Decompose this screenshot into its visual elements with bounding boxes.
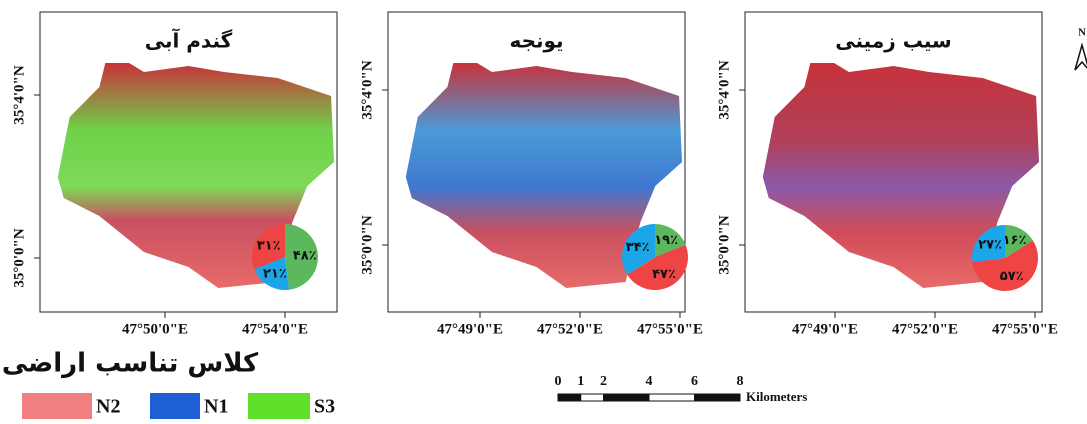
pie-label: ۳۱٪ — [257, 238, 281, 253]
pie-label: ۱۶٪ — [1003, 233, 1027, 248]
lon-label: 47°54'0"E — [242, 321, 308, 337]
scale-tick-label: 6 — [691, 374, 698, 389]
legend-title: کلاس تناسب اراضی — [2, 349, 259, 379]
lat-label: 35°4'0"N — [11, 65, 27, 124]
legend-swatch — [150, 393, 200, 419]
lat-label: 35°0'0"N — [11, 228, 27, 287]
pie-label: ۱۹٪ — [654, 233, 678, 248]
scale-segment — [558, 394, 581, 401]
map-figure: N گندم آبی 35°4'0"N 35°0'0"N 47°50'0"E 47°54'… — [0, 0, 1087, 419]
lon-label: 47°50'0"E — [122, 321, 188, 337]
lat-label: 35°4'0"N — [359, 60, 375, 119]
lon-label: 47°55'0"E — [637, 321, 703, 337]
pie-label: ۵۷٪ — [1000, 269, 1024, 284]
scale-tick-label: 1 — [577, 374, 584, 389]
lon-label: 47°52'0"E — [537, 321, 603, 337]
legend-swatch — [22, 393, 92, 419]
scale-tick-label: 8 — [737, 374, 744, 389]
lat-label: 35°0'0"N — [359, 215, 375, 274]
scale-tick-label: 0 — [555, 374, 562, 389]
pie-label: ۴۸٪ — [293, 248, 317, 263]
lon-label: 47°52'0"E — [892, 321, 958, 337]
scale-unit: Kilometers — [746, 389, 807, 404]
scale-tick-label: 4 — [646, 374, 653, 389]
pie-label: ۴۷٪ — [652, 267, 676, 282]
north-label: N — [1078, 27, 1086, 39]
pie-label: ۳۴٪ — [626, 240, 650, 255]
legend-label: N1 — [204, 396, 228, 418]
scale-segment — [649, 394, 695, 401]
panel-title: گندم آبی — [145, 28, 233, 53]
scale-segment — [695, 394, 741, 401]
lon-label: 47°49'0"E — [437, 321, 503, 337]
lat-label: 35°0'0"N — [716, 215, 732, 274]
legend-swatch — [248, 393, 310, 419]
pie-label: ۲۷٪ — [978, 237, 1002, 252]
lon-label: 47°49'0"E — [792, 321, 858, 337]
legend-label: S3 — [314, 396, 335, 418]
panel-title: سیب زمینی — [835, 29, 951, 53]
lon-label: 47°55'0"E — [992, 321, 1058, 337]
legend-label: N2 — [96, 396, 120, 418]
panel-title: یونجه — [509, 29, 563, 53]
scale-tick-label: 2 — [600, 374, 607, 389]
pie-label: ۲۱٪ — [263, 267, 287, 282]
lat-label: 35°4'0"N — [716, 60, 732, 119]
scale-segment — [581, 394, 604, 401]
north-arrow — [1075, 45, 1087, 70]
scale-segment — [604, 394, 650, 401]
